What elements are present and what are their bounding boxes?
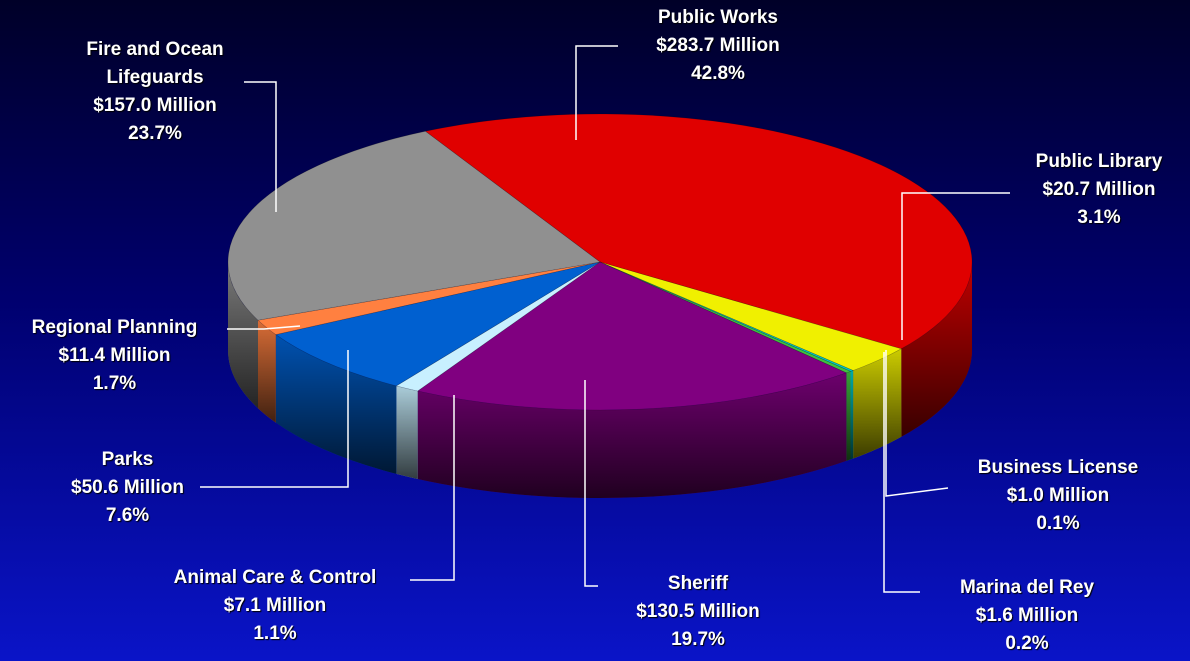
pie-side-animal-care-control (396, 385, 418, 479)
label-business-percent: 0.1% (1036, 513, 1080, 534)
label-regional-planning: Regional Planning $11.4 Million 1.7% (2, 314, 227, 398)
leader-parks (200, 350, 349, 488)
pie-slice-sheriff (416, 261, 848, 411)
leader-fire (244, 81, 277, 212)
label-public-works-name: Public Works (657, 7, 778, 28)
pie-slice-fire-and-ocean-lifeguards (227, 130, 601, 321)
leader-animal (410, 395, 455, 581)
pie-side-shade (258, 320, 276, 423)
leader-lines (200, 45, 1010, 593)
label-library-amount: $20.7 Million (1042, 179, 1156, 200)
label-public-works-amount: $283.7 Million (656, 35, 780, 56)
label-parks-amount: $50.6 Million (71, 477, 184, 498)
pie-slice-parks (275, 261, 601, 387)
label-library-name: Public Library (1035, 151, 1163, 172)
pie-side-shade (417, 372, 847, 498)
label-library-percent: 3.1% (1077, 207, 1121, 228)
pie-side-shade (275, 334, 397, 474)
label-animal-name: Animal Care & Control (173, 567, 377, 588)
label-animal-care: Animal Care & Control $7.1 Million 1.1% (135, 564, 415, 648)
pie-side-business-license (850, 370, 854, 460)
pie-side-shade (228, 262, 258, 409)
label-animal-percent: 1.1% (253, 623, 297, 644)
pie-side-shade (853, 348, 902, 459)
pie-side-shade (850, 370, 854, 460)
label-sheriff-name: Sheriff (667, 573, 729, 594)
label-sheriff: Sheriff $130.5 Million 19.7% (598, 570, 798, 654)
pie-slice-animal-care-control (395, 261, 601, 392)
leader-library (901, 192, 1010, 340)
label-business-name: Business License (977, 457, 1139, 478)
label-fire-name-1: Fire and Ocean (86, 39, 224, 60)
label-regional-name: Regional Planning (31, 317, 198, 338)
label-sheriff-percent: 19.7% (671, 629, 725, 650)
leader-business (885, 350, 949, 497)
label-public-library: Public Library $20.7 Million 3.1% (1010, 148, 1188, 232)
pie-side-shade (901, 262, 972, 437)
pie-side-shade (846, 371, 851, 461)
pie-side-parks (275, 334, 397, 474)
pie-side-shade (396, 385, 418, 479)
label-parks-name: Parks (101, 449, 154, 470)
leader-marina (883, 352, 920, 593)
pie-side-public-library (853, 348, 902, 459)
label-business-license: Business License $1.0 Million 0.1% (948, 454, 1168, 538)
leader-public-works (575, 45, 618, 140)
pie-slice-public-works (424, 113, 973, 350)
label-parks: Parks $50.6 Million 7.6% (40, 446, 215, 530)
pie-side-sheriff (417, 372, 847, 498)
label-public-works: Public Works $283.7 Million 42.8% (618, 4, 818, 88)
label-fire-percent: 23.7% (128, 123, 182, 144)
leader-sheriff (584, 380, 598, 587)
pie-sides (228, 262, 972, 498)
label-animal-amount: $7.1 Million (223, 595, 327, 616)
label-marina-del-rey: Marina del Rey $1.6 Million 0.2% (922, 574, 1132, 658)
label-marina-name: Marina del Rey (959, 577, 1095, 598)
label-fire-lifeguards: Fire and Ocean Lifeguards $157.0 Million… (55, 36, 255, 148)
label-sheriff-amount: $130.5 Million (636, 601, 760, 622)
leader-regional (227, 325, 301, 330)
pie-tops (227, 113, 973, 411)
label-regional-amount: $11.4 Million (58, 345, 171, 366)
pie-slice-public-library (599, 261, 903, 371)
label-regional-percent: 1.7% (92, 373, 137, 394)
label-marina-percent: 0.2% (1005, 633, 1049, 654)
pie-side-marina-del-rey (846, 371, 851, 461)
label-fire-name-2: Lifeguards (106, 67, 204, 88)
pie-side-fire-and-ocean-lifeguards (228, 262, 258, 409)
label-business-amount: $1.0 Million (1006, 485, 1110, 506)
label-parks-percent: 7.6% (105, 505, 150, 526)
label-fire-amount: $157.0 Million (93, 95, 217, 116)
pie-side-regional-planning (258, 320, 276, 423)
label-marina-amount: $1.6 Million (975, 605, 1079, 626)
pie-slice-marina-del-rey (599, 261, 852, 374)
label-public-works-percent: 42.8% (691, 63, 745, 84)
pie-side-public-works (901, 262, 972, 437)
pie-slice-business-license (599, 261, 854, 372)
pie-slice-regional-planning (257, 261, 601, 335)
